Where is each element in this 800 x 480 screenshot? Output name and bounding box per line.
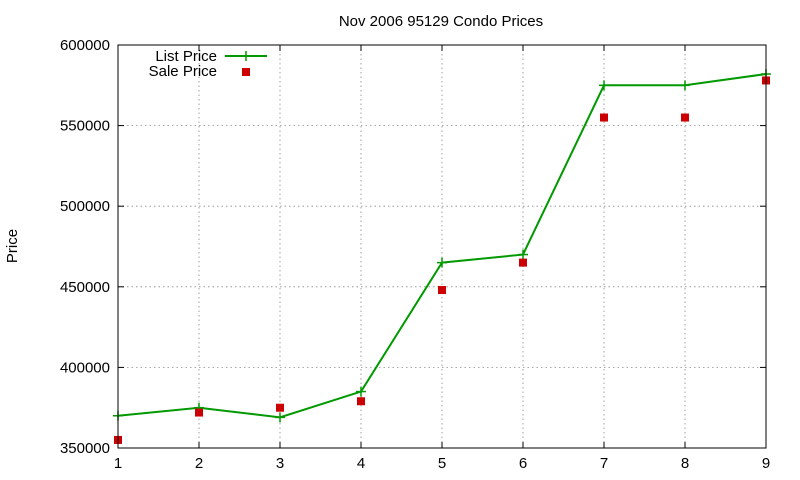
tick-marks [117,44,767,449]
sale-price-point [438,286,446,295]
list-price-point [437,257,447,268]
list-price-point [518,249,528,260]
sale-price-point [276,403,284,412]
x-tick-label: 1 [114,455,122,472]
grid-lines [118,45,766,448]
y-axis-label: Price [4,229,21,263]
legend-marker-sale-price [242,68,250,76]
y-tick-labels: 350000 400000 450000 500000 550000 600000 [60,37,110,457]
y-tick-label: 500000 [60,198,110,215]
sale-price-point [519,258,527,267]
x-tick-label: 9 [762,455,770,472]
x-tick-label: 5 [438,455,446,472]
list-price-point [356,386,366,397]
legend-label-sale-price: Sale Price [149,63,217,80]
x-tick-label: 6 [519,455,527,472]
x-tick-labels: 1 2 3 4 5 6 7 8 9 [114,455,770,472]
sale-price-point [195,408,203,417]
list-price-point [275,412,285,423]
x-tick-label: 2 [195,455,203,472]
x-tick-label: 7 [600,455,608,472]
list-price-point [680,80,690,91]
legend-marker-list-price [241,51,251,61]
list-price-point [599,80,609,91]
legend-label-list-price: List Price [155,48,217,65]
y-tick-label: 450000 [60,279,110,296]
x-tick-label: 3 [276,455,284,472]
chart-title: Nov 2006 95129 Condo Prices [339,13,543,30]
y-tick-label: 550000 [60,118,110,135]
x-tick-label: 8 [681,455,689,472]
x-tick-label: 4 [357,455,365,472]
sale-price-point [681,113,689,122]
y-tick-label: 350000 [60,440,110,457]
sale-price-point [357,397,365,406]
legend: List Price Sale Price [149,48,267,80]
y-tick-label: 600000 [60,37,110,54]
y-tick-label: 400000 [60,359,110,376]
sale-price-point [600,113,608,122]
